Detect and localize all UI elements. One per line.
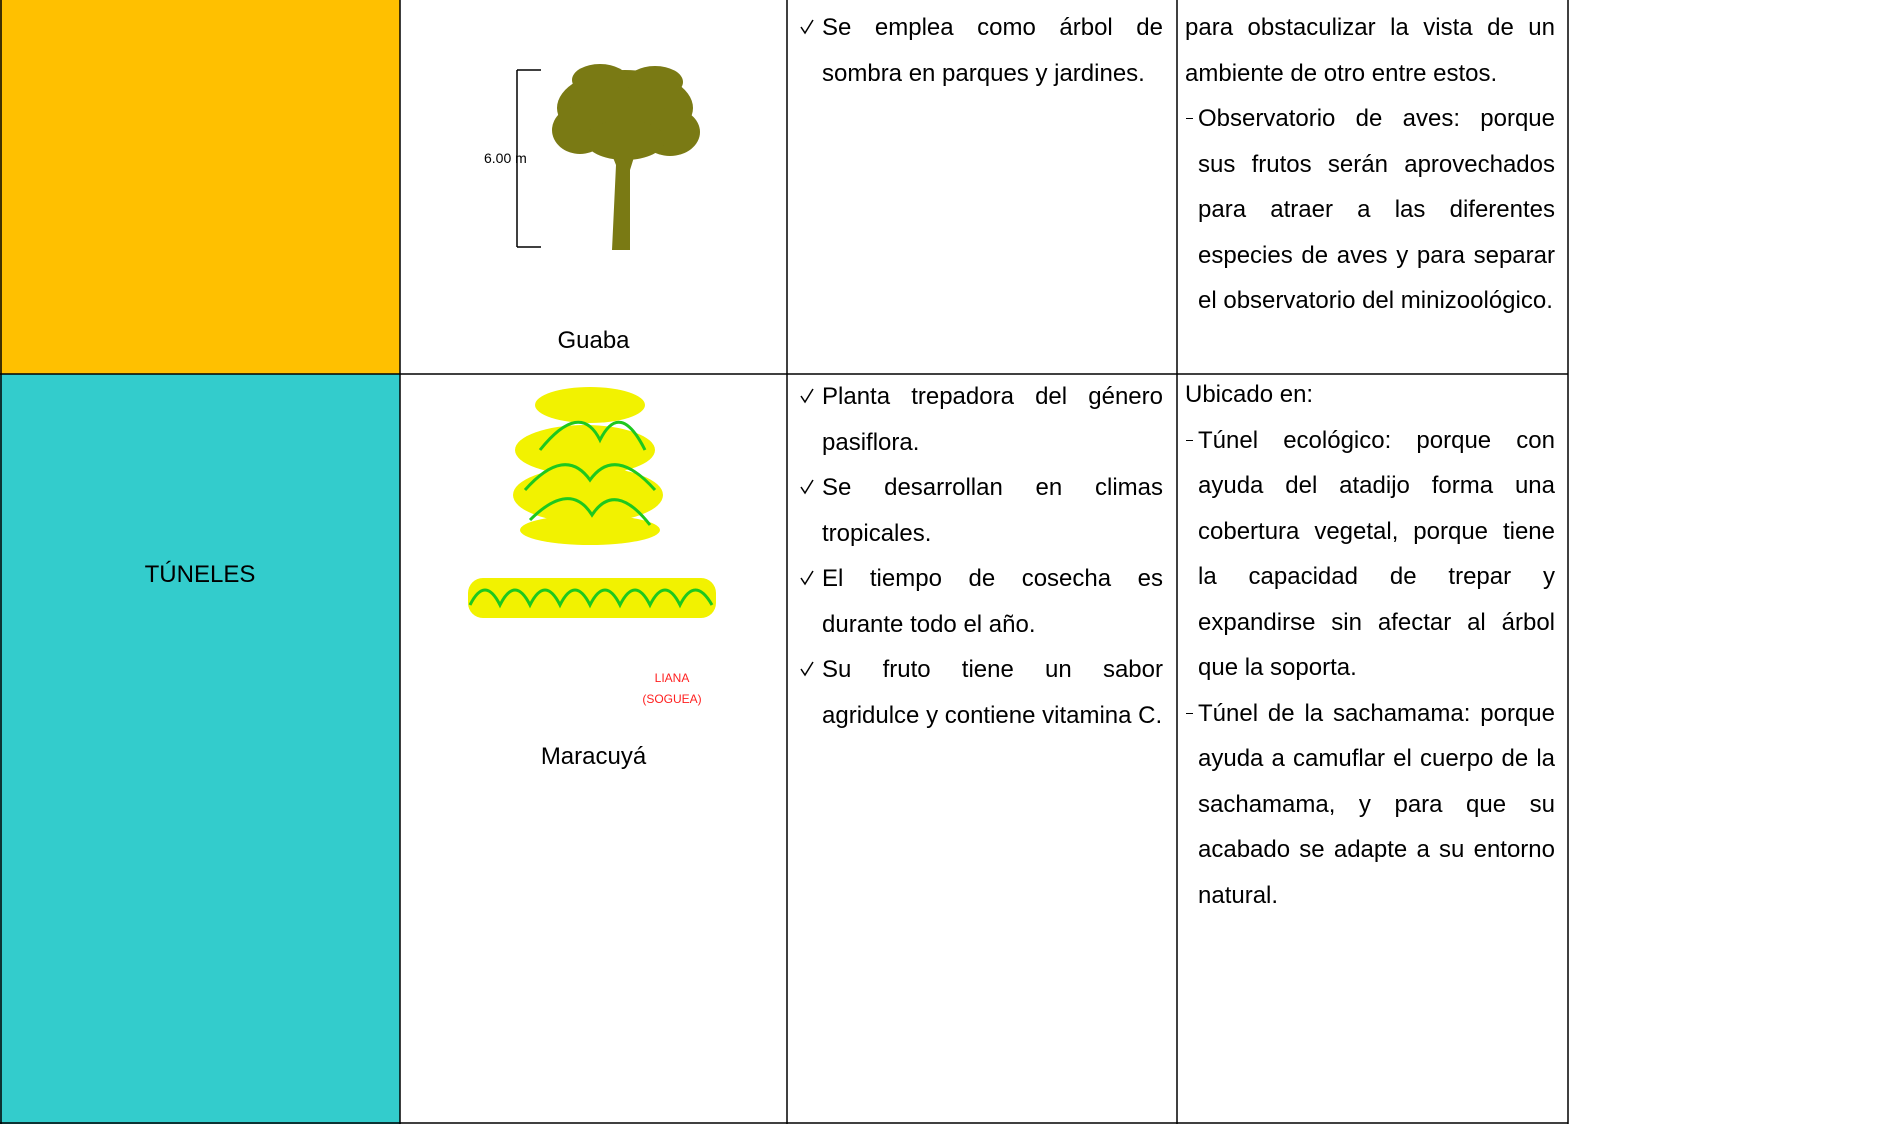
characteristics: Se emplea como árbol de sombra en parque… bbox=[800, 5, 1163, 96]
uses: para obstaculizar la vista de un ambient… bbox=[1185, 5, 1555, 324]
scale-label: 6.00 m bbox=[484, 150, 527, 166]
item-text: El tiempo de cosecha es durante todo el … bbox=[822, 565, 1163, 638]
uses-text: para obstaculizar la vista de un ambient… bbox=[1185, 14, 1555, 87]
tree-drawing bbox=[516, 64, 700, 250]
item-text: Se emplea como árbol de sombra en parque… bbox=[822, 14, 1163, 87]
plant-name: Guaba bbox=[557, 327, 630, 354]
use-item: Observatorio de aves: porque sus frutos … bbox=[1185, 96, 1555, 324]
item-text: Su fruto tiene un sabor agridulce y cont… bbox=[822, 656, 1163, 729]
check-item: Planta trepadora del género pasiflora. bbox=[800, 374, 1163, 465]
cell-bg bbox=[0, 0, 400, 374]
plant-name: Maracuyá bbox=[540, 743, 647, 770]
uses: Ubicado en: Túnel ecológico: porque con … bbox=[1185, 372, 1555, 918]
category: TÚNELES bbox=[144, 561, 256, 588]
drawing-label: LIANA (SOGUEA) bbox=[622, 668, 722, 710]
item-text: Se desarrollan en climas tropicales. bbox=[822, 474, 1163, 547]
check-item: Su fruto tiene un sabor agridulce y cont… bbox=[800, 647, 1163, 738]
check-item: Se emplea como árbol de sombra en parque… bbox=[800, 5, 1163, 96]
uses-text: Ubicado en: bbox=[1185, 381, 1314, 408]
label-line: LIANA bbox=[654, 671, 690, 685]
check-item: Se desarrollan en climas tropicales. bbox=[800, 465, 1163, 556]
use-item: Túnel de la sachamama: porque ayuda a ca… bbox=[1185, 691, 1555, 919]
label-line: (SOGUEA) bbox=[642, 692, 702, 706]
use-item: Túnel ecológico: porque con ayuda del at… bbox=[1185, 418, 1555, 691]
cell-bg bbox=[0, 374, 400, 1124]
item-text: Planta trepadora del género pasiflora. bbox=[822, 383, 1163, 456]
characteristics: Planta trepadora del género pasiflora. Se… bbox=[800, 374, 1163, 738]
check-item: El tiempo de cosecha es durante todo el … bbox=[800, 556, 1163, 647]
vine-drawing bbox=[468, 387, 716, 618]
